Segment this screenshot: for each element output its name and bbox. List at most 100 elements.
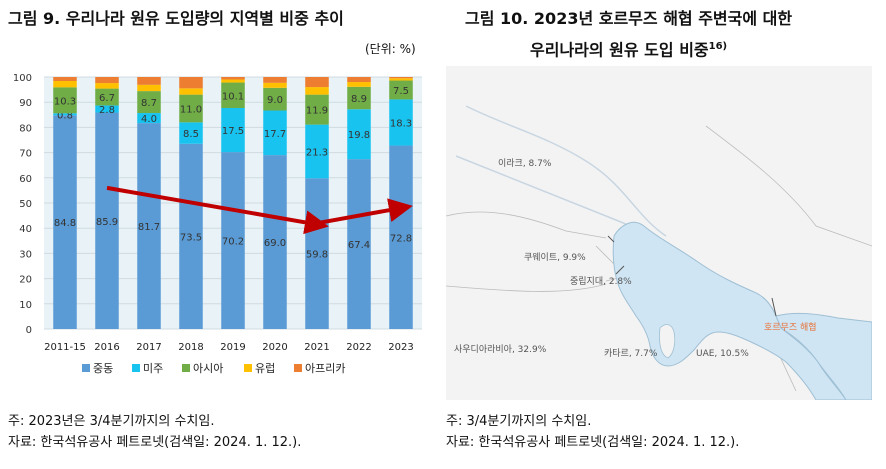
data-label: 0.8: [57, 110, 73, 121]
bar-segment: [263, 82, 287, 88]
bar-segment: [95, 112, 119, 329]
y-tick-label: 50: [19, 199, 32, 210]
data-label: 11.0: [180, 105, 202, 116]
legend-swatch: [244, 364, 252, 372]
bar-segment: [221, 77, 245, 80]
bar-segment: [389, 80, 413, 100]
data-label: 8.7: [141, 98, 157, 109]
left-source: 자료: 한국석유공사 페트로넷(검색일: 2024. 1. 12.).: [8, 435, 302, 450]
data-label: 8.9: [351, 94, 367, 105]
left-note: 주: 2023년은 3/4분기까지의 수치임.: [8, 414, 215, 429]
x-tick-label: 2021: [304, 342, 329, 353]
border-line: [446, 283, 607, 292]
hormuz-map: 이라크, 8.7% 쿠웨이트, 9.9% 중립지대, 2.8% 사우디아라비아, 32…: [446, 66, 872, 400]
data-label: 81.7: [138, 222, 160, 233]
data-label: 4.0: [141, 114, 157, 125]
right-source: 자료: 한국석유공사 페트로넷(검색일: 2024. 1. 12.).: [446, 435, 740, 450]
y-tick-label: 40: [19, 224, 32, 235]
bar-segment: [305, 87, 329, 95]
neutral-zone-leader: [615, 265, 625, 275]
data-label: 73.5: [180, 232, 202, 243]
footnote-marker: 16): [708, 41, 728, 52]
bar-segment: [179, 122, 203, 144]
border-line: [446, 211, 607, 239]
data-label: 70.2: [222, 237, 244, 248]
bar-segment: [347, 109, 371, 160]
bar-segment: [179, 88, 203, 95]
x-tick-label: 2022: [346, 342, 371, 353]
data-label: 10.1: [222, 91, 244, 102]
bar-segment: [221, 79, 245, 83]
data-label: 72.8: [390, 233, 412, 244]
border-line: [705, 125, 872, 247]
legend-label: 중동: [93, 362, 113, 375]
bar-segment: [95, 83, 119, 89]
bar-segment: [389, 78, 413, 81]
bar-segment: [263, 155, 287, 329]
legend-swatch: [82, 364, 90, 372]
y-tick-label: 0: [26, 325, 32, 336]
bar-segment: [137, 84, 161, 92]
trend-arrow: [106, 185, 329, 235]
y-tick-label: 80: [19, 123, 32, 134]
y-tick-label: 10: [19, 300, 32, 311]
hormuz-leader: [771, 297, 777, 317]
label-neutral-zone: 중립지대, 2.8%: [570, 276, 632, 287]
label-iraq: 이라크, 8.7%: [498, 158, 552, 169]
x-tick-label: 2018: [178, 342, 203, 353]
bar-segment: [95, 77, 119, 84]
river-tigris: [465, 105, 667, 237]
bar-segment: [95, 105, 119, 113]
legend-swatch: [132, 364, 140, 372]
bar-segment: [263, 87, 287, 111]
legend-label: 미주: [143, 362, 163, 375]
label-hormuz-strait: 호르무즈 해협: [764, 321, 817, 333]
data-label: 6.7: [99, 93, 115, 104]
y-tick-label: 60: [19, 174, 32, 185]
right-figure-title-line2: 우리나라의 원유 도입 비중16): [530, 36, 727, 61]
data-label: 85.9: [96, 217, 118, 228]
y-tick-label: 90: [19, 98, 32, 109]
legend-swatch: [294, 364, 302, 372]
data-label: 69.0: [264, 238, 286, 249]
bar-segment: [53, 115, 77, 329]
y-tick-label: 70: [19, 149, 32, 160]
bar-segment: [221, 82, 245, 108]
x-tick-label: 2011-15: [44, 342, 86, 353]
persian-gulf: [612, 221, 847, 400]
bar-segment: [179, 94, 203, 123]
bar-segment: [305, 94, 329, 125]
bar-segment: [95, 88, 119, 106]
stacked-bar-chart: 0 10 20 30 40 50 60 70 80 90 100 84.8 0.8 10.3 2011-15…: [13, 73, 422, 375]
data-label: 18.3: [390, 118, 412, 129]
label-kuwait: 쿠웨이트, 9.9%: [524, 251, 586, 263]
legend-label: 유럽: [255, 361, 275, 375]
bar-segment: [305, 124, 329, 179]
data-label: 84.8: [54, 218, 76, 229]
x-tick-label: 2017: [136, 342, 161, 353]
y-tick-label: 20: [19, 275, 32, 286]
right-figure-title-line1: 그림 10. 2023년 호르무즈 해협 주변국에 대한: [465, 9, 793, 28]
bar-segment: [389, 77, 413, 79]
data-label: 67.4: [348, 240, 370, 251]
x-tick-label: 2019: [220, 342, 245, 353]
bar-segment: [347, 82, 371, 87]
bar-segment: [137, 123, 161, 329]
bar-segment: [53, 81, 77, 88]
kuwait-leader: [607, 235, 615, 243]
legend-label: 아프리카: [305, 362, 345, 375]
data-label: 10.3: [54, 96, 76, 107]
label-uae: UAE, 10.5%: [696, 349, 749, 359]
unit-label: (단위: %): [365, 42, 416, 56]
data-label: 59.8: [306, 250, 328, 261]
bar-segment: [137, 91, 161, 114]
bar-segment: [137, 113, 161, 124]
left-figure-title: 그림 9. 우리나라 원유 도입량의 지역별 비중 추이: [8, 9, 344, 28]
bar-segment: [221, 152, 245, 329]
data-label: 17.7: [264, 129, 286, 140]
bar-segment: [53, 77, 77, 82]
y-tick-label: 30: [19, 249, 32, 260]
bar-segment: [263, 77, 287, 83]
data-label: 2.8: [99, 105, 115, 116]
data-label: 17.5: [222, 126, 244, 137]
